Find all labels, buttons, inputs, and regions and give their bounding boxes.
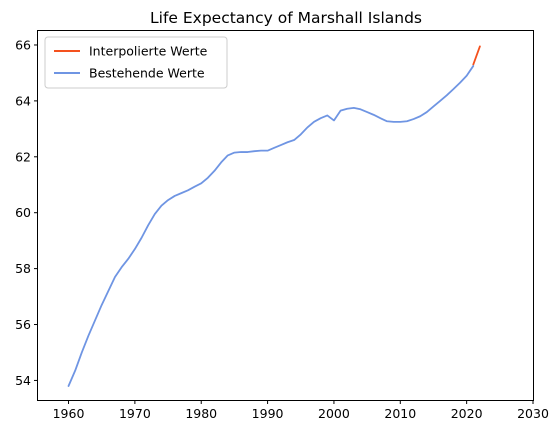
y-tick-label: 60 — [15, 205, 31, 220]
legend-box — [44, 36, 228, 89]
legend-label-existing: Bestehende Werte — [89, 66, 205, 81]
plot-frame — [37, 30, 534, 401]
y-tick-label: 64 — [15, 93, 31, 108]
legend: Interpolierte Werte Bestehende Werte — [44, 36, 228, 89]
x-tick-label: 1990 — [252, 406, 284, 421]
x-tick-label: 1960 — [53, 406, 85, 421]
x-tick-label: 1970 — [119, 406, 151, 421]
x-tick-label: 2030 — [517, 406, 549, 421]
data-series — [67, 45, 481, 387]
series-line-existing — [67, 65, 475, 387]
y-tick-label: 66 — [15, 37, 31, 52]
y-tick-label: 54 — [15, 373, 31, 388]
x-tick-label: 2010 — [384, 406, 416, 421]
legend-label-interpolated: Interpolierte Werte — [89, 44, 208, 59]
series-line-interpolated — [472, 45, 481, 66]
x-tick-label: 2000 — [318, 406, 350, 421]
x-tick-label: 1980 — [185, 406, 217, 421]
y-tick-label: 62 — [15, 149, 31, 164]
y-tick-label: 56 — [15, 317, 31, 332]
x-tick-label: 2020 — [451, 406, 483, 421]
chart-title: Life Expectancy of Marshall Islands — [150, 9, 422, 27]
y-tick-label: 58 — [15, 261, 31, 276]
axis-ticks: 1960 1970 1980 1990 2000 2010 2020 2030 54 56 58 60… — [15, 37, 549, 421]
